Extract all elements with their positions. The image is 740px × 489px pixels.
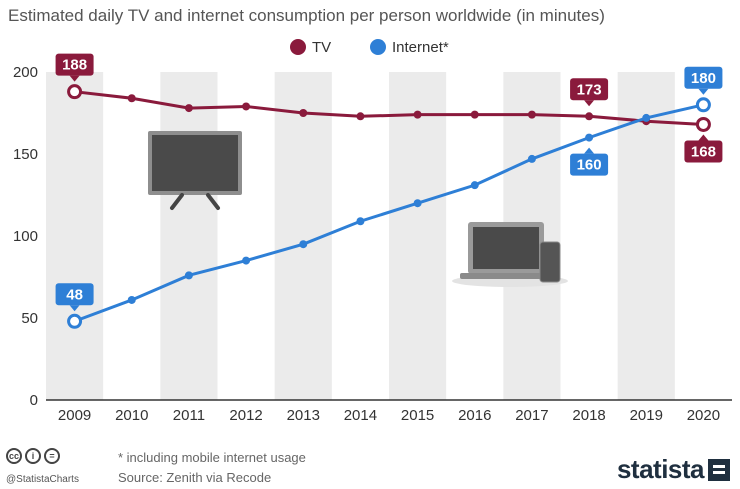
brand-logo[interactable]: statista <box>617 454 730 485</box>
data-label-box <box>684 140 723 163</box>
data-label: 173 <box>570 78 609 107</box>
legend-item-0: TV <box>290 39 331 56</box>
data-label-pointer <box>69 75 80 82</box>
series-0-endpoint <box>695 116 711 132</box>
band-2009 <box>46 72 104 400</box>
series-line-1 <box>74 103 704 323</box>
y-tick-label: 200 <box>13 64 38 81</box>
chart-title: Estimated daily TV and internet consumpt… <box>8 6 605 25</box>
illustrations <box>148 131 568 287</box>
x-tick-label: 2015 <box>401 407 434 424</box>
series-0-point <box>413 110 422 119</box>
x-axis: 2009 2010 2011 2012 2013 2014 2015 2016 2017 2018… <box>46 399 732 424</box>
x-tick-label: 2014 <box>344 407 377 424</box>
data-label-text: 160 <box>577 157 602 174</box>
band-2019 <box>617 72 675 400</box>
band-2015 <box>389 72 447 400</box>
data-label: 180 <box>684 66 723 95</box>
x-tick-label: 2010 <box>115 407 148 424</box>
y-axis: 0 50 100 150 200 <box>13 64 38 409</box>
series-0-point <box>184 104 193 113</box>
series-1-point <box>527 154 536 163</box>
data-label: 168 <box>684 134 723 163</box>
tv-icon <box>148 131 242 210</box>
source-note: Source: Zenith via Recode <box>118 470 272 485</box>
laptop-phone-icon <box>452 222 568 287</box>
x-tick-label: 2012 <box>229 407 262 424</box>
series-line-0 <box>74 90 704 126</box>
x-tick-label: 2013 <box>287 407 320 424</box>
attribution-icon: i <box>25 448 41 464</box>
series-1-point <box>184 271 193 280</box>
x-tick-label: 2009 <box>58 407 91 424</box>
y-tick-label: 150 <box>13 146 38 163</box>
series-1-point <box>585 133 594 142</box>
x-tick-label: 2019 <box>630 407 663 424</box>
chart: 0 50 100 150 200 2009 2010 2011 2012 2013 2014 201… <box>13 39 732 424</box>
legend-swatch <box>290 39 306 55</box>
series-1-point <box>356 217 365 226</box>
legend: TV Internet* <box>290 39 449 56</box>
x-tick-label: 2017 <box>515 407 548 424</box>
data-label-pointer <box>584 147 595 154</box>
footnote: * including mobile internet usage <box>118 450 306 465</box>
data-label-text: 180 <box>691 70 716 87</box>
series-group <box>67 84 711 329</box>
series-0-endpoint <box>67 84 83 100</box>
series-1-point <box>242 256 251 265</box>
brand-text: statista <box>616 454 705 484</box>
band-2011 <box>160 72 218 400</box>
series-1-endpoint <box>67 313 83 329</box>
x-tick-label: 2016 <box>458 407 491 424</box>
series-1-point <box>127 295 136 304</box>
cc-icon: cc <box>6 448 22 464</box>
legend-label: TV <box>312 39 331 56</box>
series-0-point <box>242 102 251 111</box>
legend-label: Internet* <box>392 39 449 56</box>
data-label-text: 48 <box>66 286 83 303</box>
legend-swatch <box>370 39 386 55</box>
legend-item-1: Internet* <box>370 39 449 56</box>
series-0-point <box>299 109 308 117</box>
data-label-box <box>55 53 94 76</box>
data-label-box <box>570 153 609 176</box>
y-tick-label: 100 <box>13 228 38 245</box>
series-1-point <box>299 240 308 249</box>
data-label-pointer <box>69 305 80 312</box>
data-label: 188 <box>55 53 94 82</box>
background-bands <box>46 72 675 400</box>
no-derivatives-icon: = <box>44 448 60 464</box>
data-label-box <box>55 283 94 306</box>
series-1-endpoint <box>695 97 711 113</box>
y-tick-label: 50 <box>21 310 38 327</box>
series-0-point <box>585 112 594 121</box>
data-label-text: 173 <box>577 81 602 98</box>
data-label-text: 168 <box>691 143 716 160</box>
series-0-point <box>127 94 136 103</box>
data-label-text: 188 <box>62 57 87 74</box>
license-icons: cc i = <box>6 448 60 464</box>
data-label-pointer <box>698 134 709 141</box>
series-0-point <box>356 112 365 121</box>
data-label-pointer <box>698 88 709 95</box>
x-tick-label: 2011 <box>173 407 205 424</box>
x-tick-label: 2020 <box>687 407 720 424</box>
data-label: 160 <box>570 147 609 176</box>
data-labels: 188 173 168 48 160 180 <box>55 53 723 312</box>
data-label-pointer <box>584 100 595 107</box>
data-label-box <box>684 66 723 89</box>
series-1-point <box>470 181 479 190</box>
data-label: 48 <box>55 283 94 312</box>
brand-mark-icon <box>708 458 730 481</box>
social-handle: @StatistaCharts <box>6 474 79 485</box>
series-1-point <box>413 199 422 208</box>
data-label-box <box>570 78 609 101</box>
series-0-point <box>470 110 479 119</box>
x-tick-label: 2018 <box>572 407 605 424</box>
series-0-point <box>527 110 536 119</box>
y-tick-label: 0 <box>30 392 38 409</box>
series-1-point <box>642 113 651 122</box>
